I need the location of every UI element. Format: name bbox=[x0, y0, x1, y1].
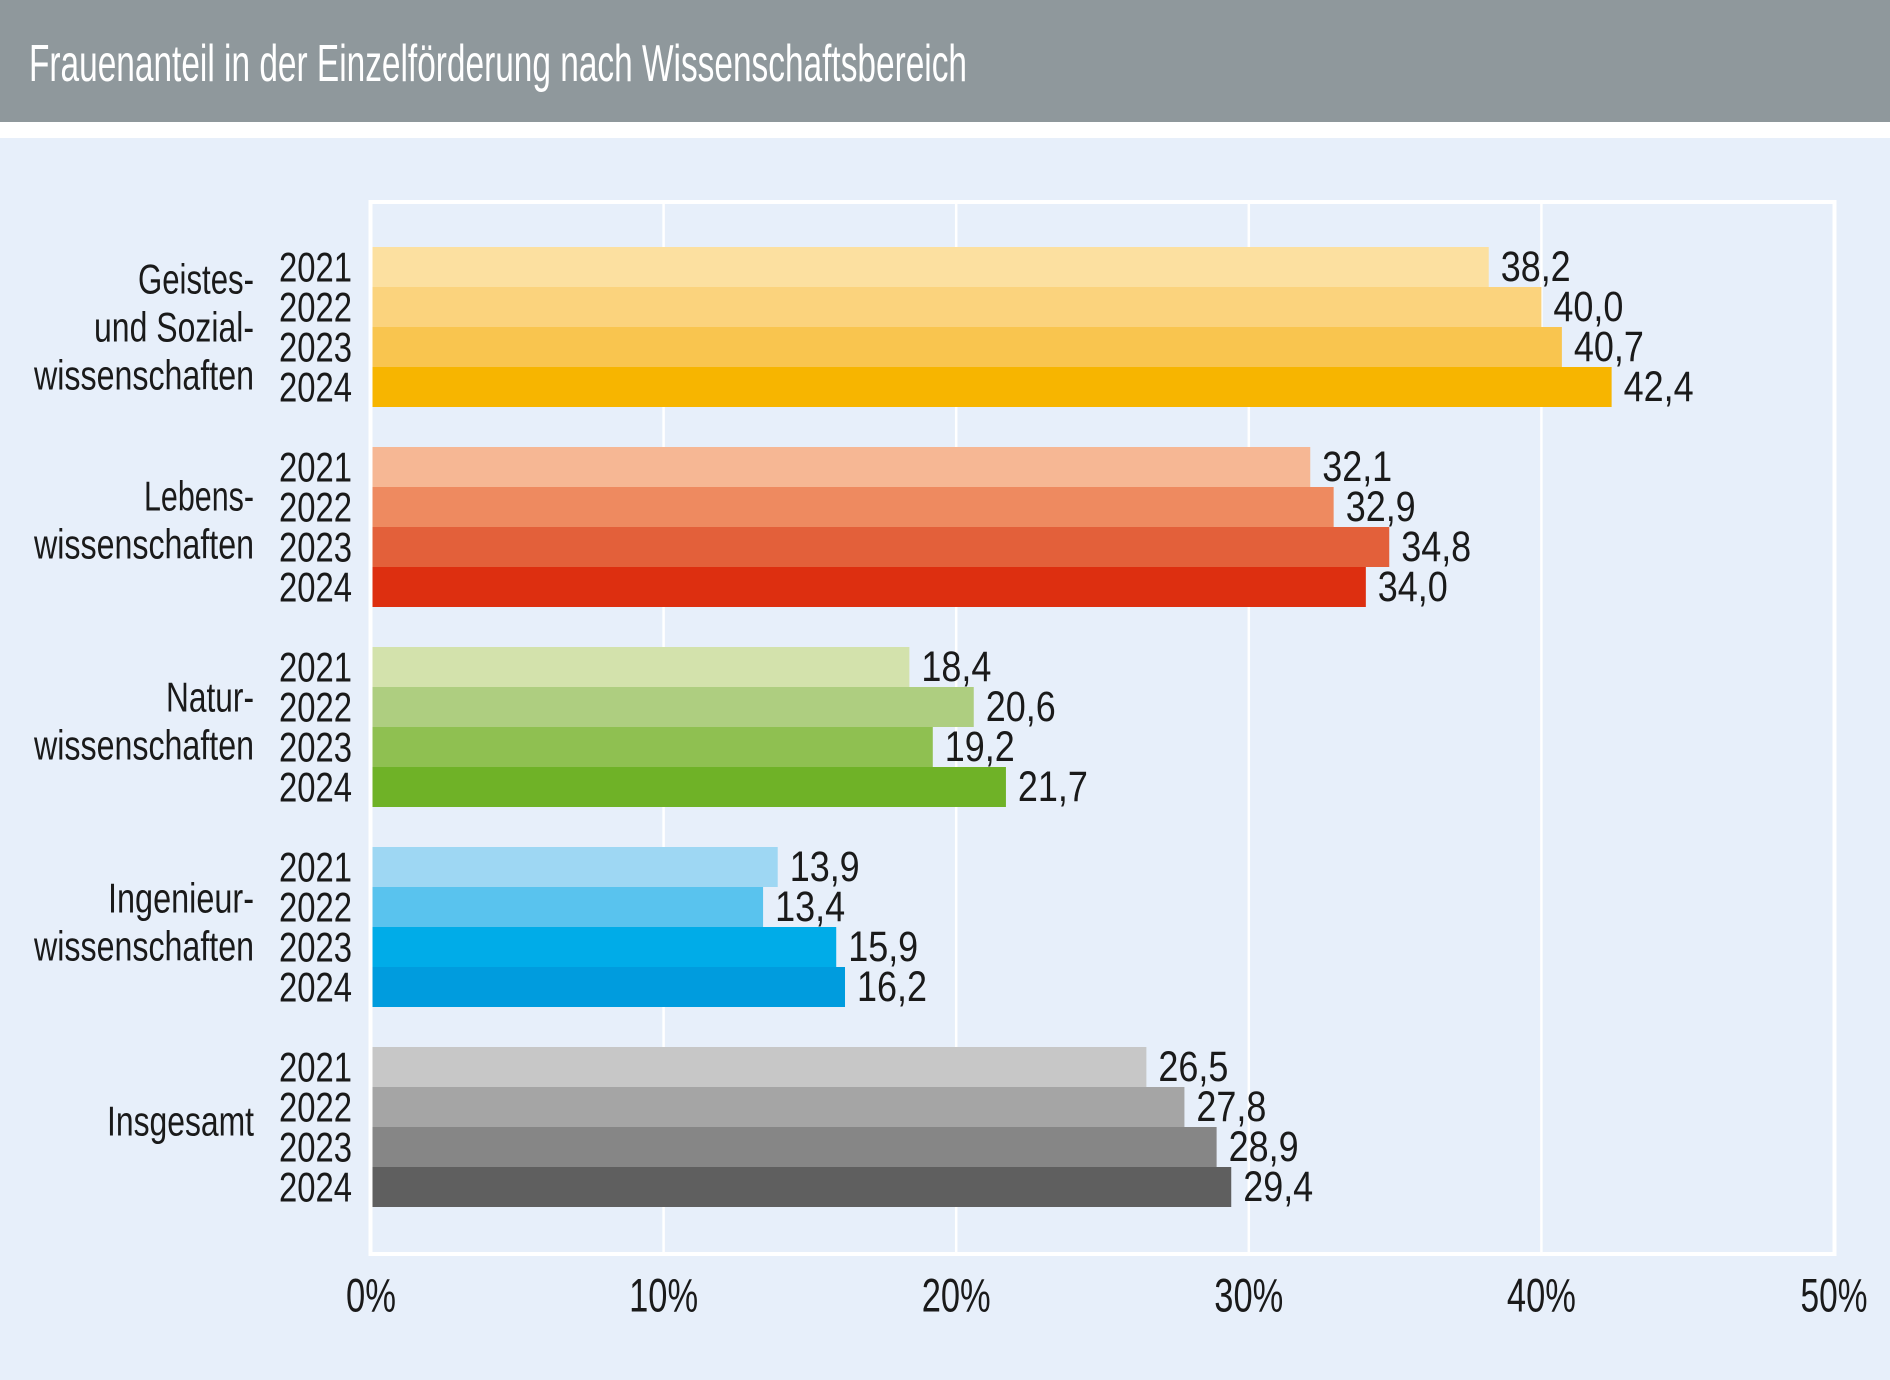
svg-text:2023: 2023 bbox=[279, 524, 352, 571]
svg-text:40,0: 40,0 bbox=[1553, 283, 1623, 331]
svg-text:wissenschaften: wissenschaften bbox=[33, 352, 254, 399]
svg-text:wissenschaften: wissenschaften bbox=[33, 722, 254, 769]
svg-text:2021: 2021 bbox=[279, 644, 352, 691]
svg-text:2021: 2021 bbox=[279, 444, 352, 491]
svg-text:und Sozial-: und Sozial- bbox=[94, 304, 254, 351]
svg-text:Natur-: Natur- bbox=[166, 674, 254, 721]
svg-text:0%: 0% bbox=[346, 1269, 396, 1322]
svg-text:2023: 2023 bbox=[279, 924, 352, 971]
svg-text:wissenschaften: wissenschaften bbox=[33, 521, 254, 568]
svg-text:26,5: 26,5 bbox=[1158, 1043, 1228, 1091]
svg-text:Geistes-: Geistes- bbox=[138, 256, 254, 303]
svg-text:28,9: 28,9 bbox=[1229, 1123, 1299, 1171]
svg-text:2024: 2024 bbox=[279, 364, 352, 411]
svg-text:2021: 2021 bbox=[279, 1044, 352, 1091]
svg-text:2022: 2022 bbox=[279, 884, 352, 931]
svg-text:34,0: 34,0 bbox=[1378, 563, 1448, 611]
svg-text:Lebens-: Lebens- bbox=[144, 473, 254, 520]
svg-text:30%: 30% bbox=[1214, 1269, 1283, 1322]
svg-text:50%: 50% bbox=[1801, 1269, 1868, 1322]
svg-text:20,6: 20,6 bbox=[986, 683, 1056, 731]
svg-text:2022: 2022 bbox=[279, 484, 352, 531]
svg-text:20%: 20% bbox=[922, 1269, 991, 1322]
svg-text:32,9: 32,9 bbox=[1346, 483, 1416, 531]
svg-text:27,8: 27,8 bbox=[1196, 1083, 1266, 1131]
svg-text:wissenschaften: wissenschaften bbox=[33, 923, 254, 970]
svg-text:42,4: 42,4 bbox=[1624, 363, 1694, 411]
svg-text:40,7: 40,7 bbox=[1574, 323, 1644, 371]
svg-text:10%: 10% bbox=[629, 1269, 698, 1322]
svg-text:2024: 2024 bbox=[279, 564, 352, 611]
svg-text:2024: 2024 bbox=[279, 1164, 352, 1211]
svg-text:13,9: 13,9 bbox=[790, 843, 860, 891]
svg-text:2024: 2024 bbox=[279, 964, 352, 1011]
svg-text:Ingenieur-: Ingenieur- bbox=[108, 875, 254, 922]
svg-text:2024: 2024 bbox=[279, 764, 352, 811]
svg-text:15,9: 15,9 bbox=[848, 923, 918, 971]
svg-text:19,2: 19,2 bbox=[945, 723, 1015, 771]
svg-text:18,4: 18,4 bbox=[921, 643, 991, 691]
svg-text:Frauenanteil in der Einzelförd: Frauenanteil in der Einzelförderung nach… bbox=[29, 35, 967, 93]
svg-text:16,2: 16,2 bbox=[857, 963, 927, 1011]
svg-text:38,2: 38,2 bbox=[1501, 243, 1571, 291]
svg-text:2022: 2022 bbox=[279, 684, 352, 731]
svg-text:2023: 2023 bbox=[279, 724, 352, 771]
svg-text:Insgesamt: Insgesamt bbox=[107, 1098, 254, 1145]
svg-text:21,7: 21,7 bbox=[1018, 763, 1088, 811]
svg-text:2021: 2021 bbox=[279, 844, 352, 891]
svg-text:2021: 2021 bbox=[279, 244, 352, 291]
svg-text:13,4: 13,4 bbox=[775, 883, 845, 931]
svg-text:2023: 2023 bbox=[279, 324, 352, 371]
svg-text:34,8: 34,8 bbox=[1401, 523, 1471, 571]
svg-text:2023: 2023 bbox=[279, 1124, 352, 1171]
svg-text:32,1: 32,1 bbox=[1322, 443, 1392, 491]
svg-text:2022: 2022 bbox=[279, 284, 352, 331]
svg-text:29,4: 29,4 bbox=[1243, 1163, 1313, 1211]
svg-text:2022: 2022 bbox=[279, 1084, 352, 1131]
svg-text:40%: 40% bbox=[1507, 1269, 1576, 1322]
